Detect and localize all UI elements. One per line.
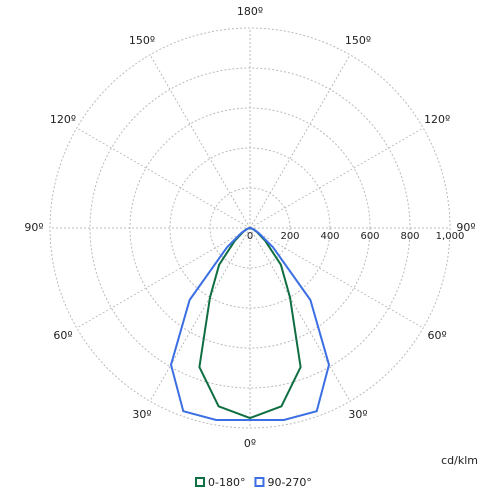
spoke	[149, 54, 251, 229]
legend-swatch	[254, 477, 265, 487]
legend-swatch	[195, 477, 205, 487]
r-tick-label: 200	[280, 231, 299, 242]
spoke	[149, 227, 251, 402]
r-tick-label: 400	[320, 231, 339, 242]
grid-ring	[89, 67, 411, 389]
angle-label: 90º	[24, 221, 43, 234]
series-line	[169, 227, 331, 421]
legend-label: 90-270°	[267, 476, 311, 489]
angle-label: 150º	[345, 34, 371, 47]
angle-label: 120º	[50, 113, 76, 126]
grid-ring	[129, 107, 371, 349]
angle-label: 30º	[348, 408, 367, 421]
r-tick-label: 600	[360, 231, 379, 242]
angle-label: 150º	[129, 34, 155, 47]
angle-label: 60º	[53, 329, 72, 342]
spoke	[249, 227, 351, 402]
grid-ring	[49, 27, 451, 429]
spoke	[249, 54, 351, 229]
r-tick-label: 800	[400, 231, 419, 242]
angle-label: 120º	[424, 113, 450, 126]
legend-label: 0-180°	[208, 476, 245, 489]
angle-label: 180º	[237, 5, 263, 18]
grid-ring	[209, 187, 291, 269]
r-tick-label: 1,000	[436, 231, 465, 242]
spoke	[249, 127, 424, 229]
angle-label: 30º	[132, 408, 151, 421]
spoke	[249, 227, 424, 329]
angle-label: 0º	[244, 437, 256, 450]
angle-label: 90º	[456, 221, 475, 234]
angle-label: 60º	[427, 329, 446, 342]
spoke	[76, 127, 251, 229]
unit-label: cd/klm	[441, 454, 478, 467]
spoke	[76, 227, 251, 329]
grid-ring	[169, 147, 331, 309]
r-tick-label: 0	[247, 231, 253, 242]
